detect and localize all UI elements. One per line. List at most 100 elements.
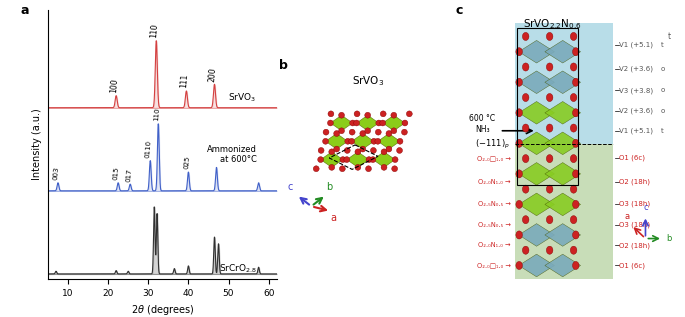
Polygon shape	[519, 40, 554, 63]
Circle shape	[523, 124, 529, 132]
Polygon shape	[321, 152, 343, 167]
Text: O2 (18h): O2 (18h)	[619, 242, 650, 249]
Circle shape	[402, 120, 408, 126]
Circle shape	[571, 155, 577, 163]
Text: O3 (18h): O3 (18h)	[619, 222, 651, 228]
Text: 025: 025	[183, 156, 190, 170]
Circle shape	[573, 231, 579, 239]
Text: c: c	[288, 182, 293, 192]
Text: o: o	[661, 66, 665, 72]
Text: O₂.₅N₀.₅ →: O₂.₅N₀.₅ →	[477, 201, 510, 206]
Circle shape	[360, 146, 366, 152]
Circle shape	[547, 32, 553, 41]
Polygon shape	[330, 115, 353, 131]
Circle shape	[371, 138, 377, 144]
Polygon shape	[378, 133, 400, 149]
Circle shape	[328, 111, 334, 117]
Circle shape	[516, 78, 523, 86]
Circle shape	[397, 147, 403, 153]
Text: O₂.₅N₀.₅ →: O₂.₅N₀.₅ →	[477, 222, 510, 228]
Circle shape	[327, 120, 334, 126]
Circle shape	[547, 94, 553, 101]
Text: 003: 003	[53, 166, 60, 180]
Text: V2 (+3.6): V2 (+3.6)	[619, 107, 653, 114]
Polygon shape	[545, 132, 581, 155]
Circle shape	[364, 112, 371, 118]
Circle shape	[345, 147, 350, 153]
Polygon shape	[351, 133, 374, 149]
Text: SrCrO$_{2.8}$: SrCrO$_{2.8}$	[219, 263, 257, 275]
Text: 111: 111	[179, 74, 190, 88]
Circle shape	[523, 155, 529, 163]
Circle shape	[573, 109, 579, 117]
Polygon shape	[519, 101, 554, 124]
Circle shape	[364, 128, 371, 134]
Text: SrVO$_3$: SrVO$_3$	[228, 91, 257, 104]
Circle shape	[516, 139, 523, 147]
Text: a: a	[624, 212, 629, 221]
Text: V3 (+3.8): V3 (+3.8)	[619, 87, 653, 94]
Polygon shape	[545, 40, 581, 63]
Circle shape	[392, 166, 397, 172]
Circle shape	[571, 246, 577, 254]
Circle shape	[353, 120, 360, 126]
Circle shape	[380, 111, 386, 117]
Text: O₂.₀N₁.₀ →: O₂.₀N₁.₀ →	[478, 179, 510, 185]
Text: O₂.₀□₁.₀ →: O₂.₀□₁.₀ →	[477, 155, 510, 161]
Circle shape	[571, 216, 577, 224]
X-axis label: $2\theta$ (degrees): $2\theta$ (degrees)	[131, 303, 194, 317]
Circle shape	[313, 166, 319, 172]
Text: a: a	[21, 4, 29, 17]
Text: t: t	[661, 42, 664, 48]
Text: t: t	[667, 32, 671, 41]
Circle shape	[329, 149, 335, 155]
Polygon shape	[325, 133, 348, 149]
Circle shape	[516, 200, 523, 209]
Circle shape	[360, 131, 366, 136]
Bar	[515, 144, 613, 279]
Text: O2 (18h): O2 (18h)	[619, 179, 650, 185]
Polygon shape	[347, 152, 369, 167]
Polygon shape	[545, 193, 581, 216]
Text: 110: 110	[153, 107, 160, 121]
Text: o: o	[661, 87, 665, 93]
Text: t: t	[661, 128, 664, 134]
Circle shape	[355, 149, 361, 155]
Circle shape	[393, 157, 398, 163]
Circle shape	[334, 146, 340, 152]
Circle shape	[573, 200, 579, 209]
Circle shape	[366, 157, 372, 163]
Circle shape	[523, 216, 529, 224]
Circle shape	[523, 94, 529, 101]
Text: b: b	[326, 182, 332, 192]
Circle shape	[349, 129, 355, 135]
Circle shape	[406, 111, 412, 117]
Circle shape	[516, 48, 523, 56]
Polygon shape	[545, 101, 581, 124]
Bar	[515, 23, 613, 144]
Circle shape	[340, 157, 346, 163]
Circle shape	[573, 78, 579, 86]
Polygon shape	[519, 71, 554, 94]
Circle shape	[571, 63, 577, 71]
Circle shape	[571, 124, 577, 132]
Circle shape	[391, 112, 397, 118]
Polygon shape	[519, 223, 554, 246]
Polygon shape	[519, 163, 554, 185]
Text: c: c	[456, 4, 463, 17]
Text: c: c	[643, 203, 648, 212]
Text: V1 (+5.1): V1 (+5.1)	[619, 41, 653, 48]
Text: O₂.₀□₁.₀ →: O₂.₀□₁.₀ →	[477, 262, 510, 268]
Polygon shape	[519, 132, 554, 155]
Text: Ammonized
at 600°C: Ammonized at 600°C	[207, 145, 257, 164]
Circle shape	[573, 170, 579, 178]
Circle shape	[375, 138, 381, 144]
Text: O3 (18h): O3 (18h)	[619, 200, 651, 207]
Circle shape	[379, 120, 386, 126]
Circle shape	[571, 185, 577, 193]
Polygon shape	[545, 254, 581, 277]
Circle shape	[547, 155, 553, 163]
Circle shape	[354, 111, 360, 117]
Circle shape	[401, 129, 408, 135]
Circle shape	[344, 157, 350, 163]
